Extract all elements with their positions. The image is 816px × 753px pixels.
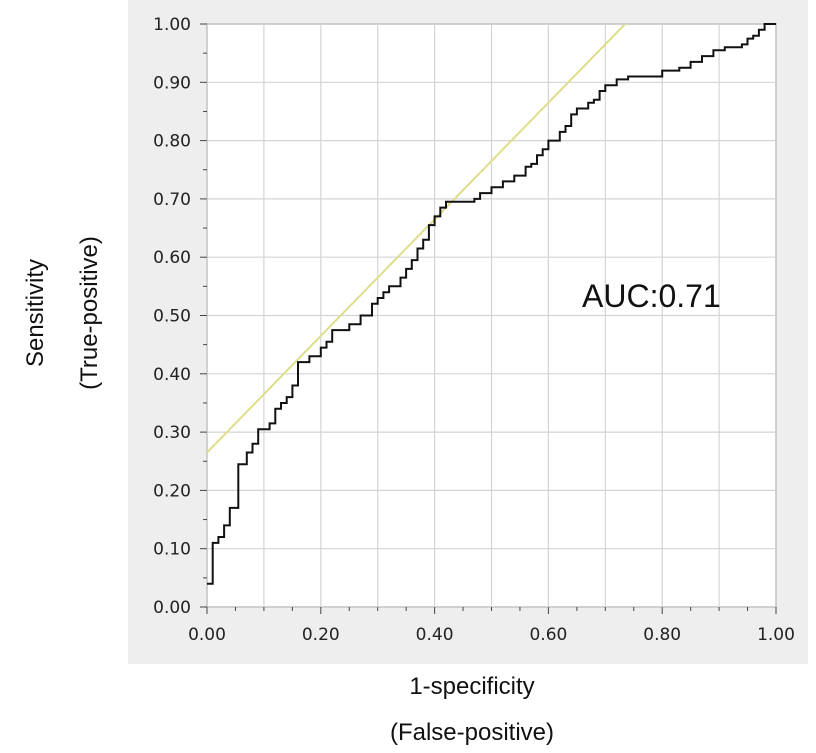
x-tick-label: 0.40 bbox=[416, 625, 454, 645]
grid bbox=[206, 23, 777, 608]
y-tick-label: 0.00 bbox=[153, 598, 191, 618]
tick-marks bbox=[200, 23, 777, 614]
x-tick-label: 0.80 bbox=[643, 625, 681, 645]
x-tick-label: 0.20 bbox=[302, 625, 340, 645]
x-tick-label: 0.00 bbox=[188, 625, 226, 645]
y-tick-label: 0.90 bbox=[153, 73, 191, 93]
y-axis-title-line1: Sensitivity bbox=[22, 259, 49, 367]
y-tick-label: 0.30 bbox=[153, 423, 191, 443]
y-tick-label: 0.50 bbox=[153, 307, 191, 327]
y-tick-label: 0.40 bbox=[153, 365, 191, 385]
y-tick-label: 0.60 bbox=[153, 248, 191, 268]
auc-annotation: AUC:0.71 bbox=[582, 278, 721, 314]
y-tick-label: 0.70 bbox=[153, 190, 191, 210]
x-tick-label: 1.00 bbox=[757, 625, 795, 645]
roc-curve bbox=[207, 23, 776, 585]
y-tick-label: 0.20 bbox=[153, 481, 191, 501]
x-axis-title-line2: (False-positive) bbox=[390, 719, 554, 746]
x-tick-label: 0.60 bbox=[529, 625, 567, 645]
tangent-line bbox=[206, 23, 626, 454]
y-tick-label: 0.10 bbox=[153, 540, 191, 560]
tick-labels: 0.00 0.20 0.40 0.60 0.80 1.00 0.00 0.10 0.20 0.30… bbox=[153, 15, 795, 645]
y-axis-title-line2: (True-positive) bbox=[76, 236, 103, 390]
y-tick-label: 0.80 bbox=[153, 132, 191, 152]
y-tick-label: 1.00 bbox=[153, 15, 191, 35]
x-axis-title-line1: 1-specificity bbox=[409, 673, 534, 700]
